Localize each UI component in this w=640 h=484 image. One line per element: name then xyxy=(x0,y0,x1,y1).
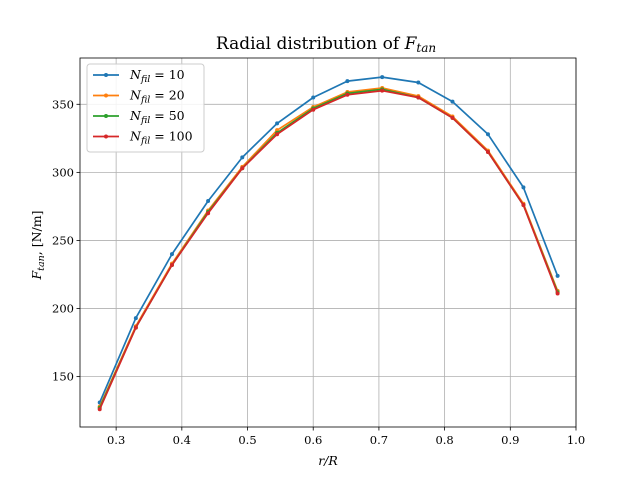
series-3 xyxy=(97,88,560,412)
data-point xyxy=(485,149,490,154)
data-point xyxy=(555,273,560,278)
x-tick-label: 0.8 xyxy=(435,433,453,447)
legend-label: Nfil = 20 xyxy=(129,88,185,106)
y-tick-label: 350 xyxy=(52,97,74,111)
legend-entry: Nfil = 50 xyxy=(93,108,185,126)
y-tick-label: 250 xyxy=(52,233,74,247)
legend-marker xyxy=(104,114,108,118)
y-tick-label: 150 xyxy=(52,370,74,384)
x-tick-label: 0.7 xyxy=(370,433,388,447)
data-point xyxy=(555,291,560,296)
y-tick-label: 200 xyxy=(52,302,74,316)
data-point xyxy=(521,185,526,190)
data-point xyxy=(275,121,280,126)
y-tick-label: 300 xyxy=(52,165,74,179)
legend-entry: Nfil = 20 xyxy=(93,88,185,106)
data-point xyxy=(450,115,455,120)
data-point xyxy=(450,99,455,104)
series-0 xyxy=(97,75,560,405)
data-point xyxy=(380,88,385,93)
x-axis-label: r/R xyxy=(318,453,338,468)
x-axis: 0.3 0.4 0.5 0.6 0.7 0.8 0.9 1.0 xyxy=(107,427,585,447)
legend-marker xyxy=(104,93,108,98)
data-point xyxy=(206,211,211,216)
x-tick-label: 0.4 xyxy=(173,433,191,447)
legend-frame xyxy=(86,63,205,153)
data-point xyxy=(240,155,245,160)
data-point xyxy=(133,316,138,321)
data-point xyxy=(311,107,316,112)
data-point xyxy=(240,166,245,171)
legend-label: Nfil = 100 xyxy=(129,129,193,147)
x-tick-label: 0.9 xyxy=(501,433,519,447)
grid xyxy=(80,58,577,427)
series-line xyxy=(98,89,559,410)
data-point xyxy=(169,252,174,257)
data-point xyxy=(521,203,526,208)
legend-marker xyxy=(104,134,108,139)
legend-label: Nfil = 50 xyxy=(129,108,185,126)
x-tick-label: 0.6 xyxy=(304,433,322,447)
legend-marker xyxy=(104,73,108,77)
legend-entry: Nfil = 10 xyxy=(93,67,185,85)
x-tick-label: 0.3 xyxy=(107,433,125,447)
data-point xyxy=(275,132,280,137)
legend-label: Nfil = 10 xyxy=(129,67,185,85)
y-axis-label: Ftan, [N/m] xyxy=(29,211,47,281)
data-point xyxy=(416,95,421,100)
data-point xyxy=(345,92,350,97)
chart-title: Radial distribution of Ftan xyxy=(216,34,436,55)
data-point xyxy=(206,198,211,203)
x-tick-label: 1.0 xyxy=(567,433,585,447)
data-point xyxy=(133,325,138,330)
series-lines xyxy=(97,75,560,412)
data-point xyxy=(380,75,385,80)
x-tick-label: 0.5 xyxy=(238,433,256,447)
legend: Nfil = 10 Nfil = 20 Nfil = 50 Nfil = 100 xyxy=(86,63,205,153)
series-line xyxy=(98,76,559,403)
data-point xyxy=(169,262,174,267)
y-axis: 150 200 250 300 350 xyxy=(52,97,80,384)
data-point xyxy=(345,79,350,84)
legend-entry: Nfil = 100 xyxy=(93,129,193,147)
data-point xyxy=(97,407,102,412)
data-point xyxy=(416,80,421,85)
plot-frame xyxy=(79,57,577,428)
data-point xyxy=(311,95,316,100)
data-point xyxy=(485,132,490,137)
